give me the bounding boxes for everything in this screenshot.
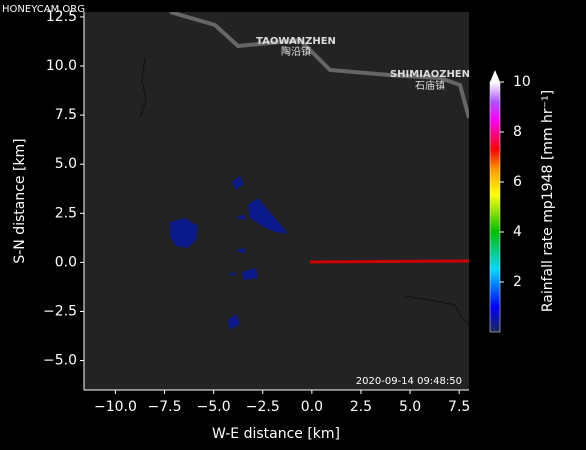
x-tick-label: −7.5 [148, 399, 182, 415]
colorbar-label: Rainfall rate mp1948 [mm hr⁻¹] [540, 90, 556, 312]
colorbar-extend [490, 70, 500, 82]
x-tick-label: −2.5 [246, 399, 280, 415]
y-tick-label: 2.5 [55, 205, 77, 221]
colorbar [489, 81, 501, 333]
radar-beam [309, 259, 469, 264]
river [139, 57, 147, 119]
colorbar-tick-label: 10 [513, 74, 531, 90]
y-tick-label: 5.0 [55, 156, 77, 172]
place-label: SHIMIAOZHEN [390, 69, 470, 80]
colorbar-tick-label: 4 [513, 224, 522, 240]
x-tick-label: 5.0 [399, 399, 421, 415]
place-label: 石庙镇 [415, 79, 445, 92]
river [404, 295, 469, 326]
y-tick-label: 0.0 [55, 254, 77, 270]
y-tick-label: 7.5 [55, 107, 77, 123]
x-axis-label: W-E distance [km] [212, 426, 340, 442]
x-tick-label: 2.5 [350, 399, 372, 415]
x-tick-label: 7.5 [448, 399, 470, 415]
x-tick-label: −5.0 [197, 399, 231, 415]
place-label: 陶沿镇 [281, 45, 311, 58]
y-tick-label: 10.0 [46, 58, 77, 74]
y-axis-label: S-N distance [km] [12, 138, 28, 263]
map [139, 12, 469, 330]
timestamp: 2020-09-14 09:48:50 [356, 376, 462, 387]
x-tick-label: 0.0 [301, 399, 323, 415]
colorbar-tick-label: 8 [513, 124, 522, 140]
place-label: TAOWANZHEN [256, 36, 336, 47]
rain-cells [170, 176, 288, 330]
colorbar-tick-label: 2 [513, 274, 522, 290]
y-tick-label: −5.0 [43, 353, 77, 369]
watermark: HONEYCAM.ORG [2, 4, 85, 15]
y-tick-label: −2.5 [43, 303, 77, 319]
x-tick-label: −10.0 [94, 399, 137, 415]
y-tick-label: 12.5 [46, 9, 77, 25]
road [169, 12, 469, 119]
colorbar-tick-label: 6 [513, 174, 522, 190]
